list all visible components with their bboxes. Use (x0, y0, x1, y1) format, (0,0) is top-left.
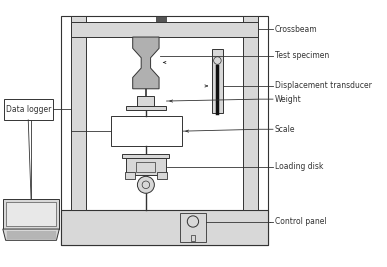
Text: Control panel: Control panel (275, 217, 327, 226)
Text: Loading disk: Loading disk (275, 162, 323, 171)
Polygon shape (3, 229, 59, 240)
Bar (70, 16, 86, 210)
Text: Scale: Scale (275, 125, 295, 134)
Bar (212, 49, 223, 113)
Bar (126, 158, 166, 175)
Bar (3, 199, 59, 229)
Bar (4, 99, 53, 120)
Bar (61, 210, 268, 245)
Bar (126, 106, 166, 111)
Text: Data logger: Data logger (5, 105, 51, 114)
Text: Weight: Weight (275, 95, 301, 104)
Bar (61, 16, 268, 245)
Bar (111, 116, 182, 146)
Text: Test specimen: Test specimen (275, 51, 329, 60)
Text: Computer: Computer (12, 210, 50, 218)
Polygon shape (133, 37, 159, 89)
Bar (137, 96, 154, 106)
Bar (137, 162, 155, 172)
Bar (156, 16, 166, 22)
Bar (180, 213, 206, 242)
Bar (191, 235, 195, 241)
Bar (125, 172, 135, 179)
Bar (6, 202, 57, 226)
Circle shape (137, 176, 154, 193)
Bar (122, 154, 170, 158)
Bar (157, 172, 166, 179)
Bar (70, 22, 258, 37)
Text: Crossbeam: Crossbeam (275, 25, 317, 34)
Bar (243, 16, 258, 210)
Text: Displacement transducer: Displacement transducer (275, 81, 372, 91)
